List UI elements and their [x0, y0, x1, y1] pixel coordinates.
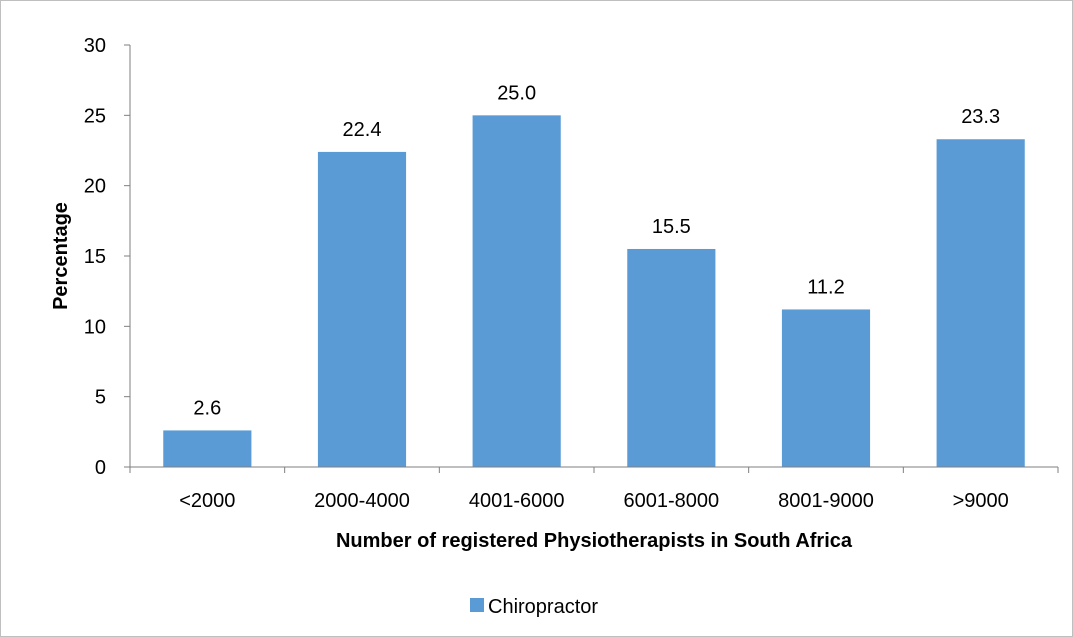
y-tick-label: 15 — [84, 246, 106, 268]
legend-swatch — [470, 598, 484, 612]
bar — [317, 151, 407, 467]
y-tick-label: 20 — [84, 176, 106, 198]
data-labels: 2.6 22.4 25.0 15.5 11.2 23.3 — [193, 82, 1000, 419]
legend-entry: Chiropractor — [488, 596, 598, 618]
bar-value-label: 25.0 — [497, 82, 536, 104]
bar-value-label: 2.6 — [193, 397, 221, 419]
bar — [472, 115, 561, 467]
bar — [781, 309, 871, 467]
bar — [936, 139, 1025, 467]
bar — [627, 248, 716, 467]
x-tick-label: 2000-4000 — [314, 490, 410, 512]
bar — [163, 430, 252, 467]
y-tick-label: 30 — [84, 35, 106, 57]
bar-value-label: 23.3 — [961, 106, 1000, 128]
y-tick-label: 5 — [95, 387, 106, 409]
x-tick-label: 6001-8000 — [624, 490, 720, 512]
y-tick-label: 10 — [84, 316, 106, 338]
y-tick-label: 0 — [95, 457, 106, 479]
x-tick-label: <2000 — [179, 490, 235, 512]
x-tick-label: >9000 — [953, 490, 1009, 512]
bar-value-label: 15.5 — [652, 216, 691, 238]
legend: Chiropractor — [470, 596, 598, 618]
y-axis-title: Percentage — [50, 202, 72, 310]
x-axis-ticks: <2000 2000-4000 4001-6000 6001-8000 8001-900… — [129, 467, 1059, 512]
x-axis-title: Number of registered Physiotherapists in… — [336, 530, 853, 552]
y-axis-ticks: 0 5 10 15 20 25 30 — [84, 35, 130, 479]
bars — [163, 115, 1025, 467]
bar-value-label: 11.2 — [807, 276, 844, 298]
y-tick-label: 25 — [84, 105, 106, 127]
bar-value-label: 22.4 — [343, 119, 382, 141]
x-tick-label: 4001-6000 — [469, 490, 565, 512]
x-tick-label: 8001-9000 — [778, 490, 874, 512]
